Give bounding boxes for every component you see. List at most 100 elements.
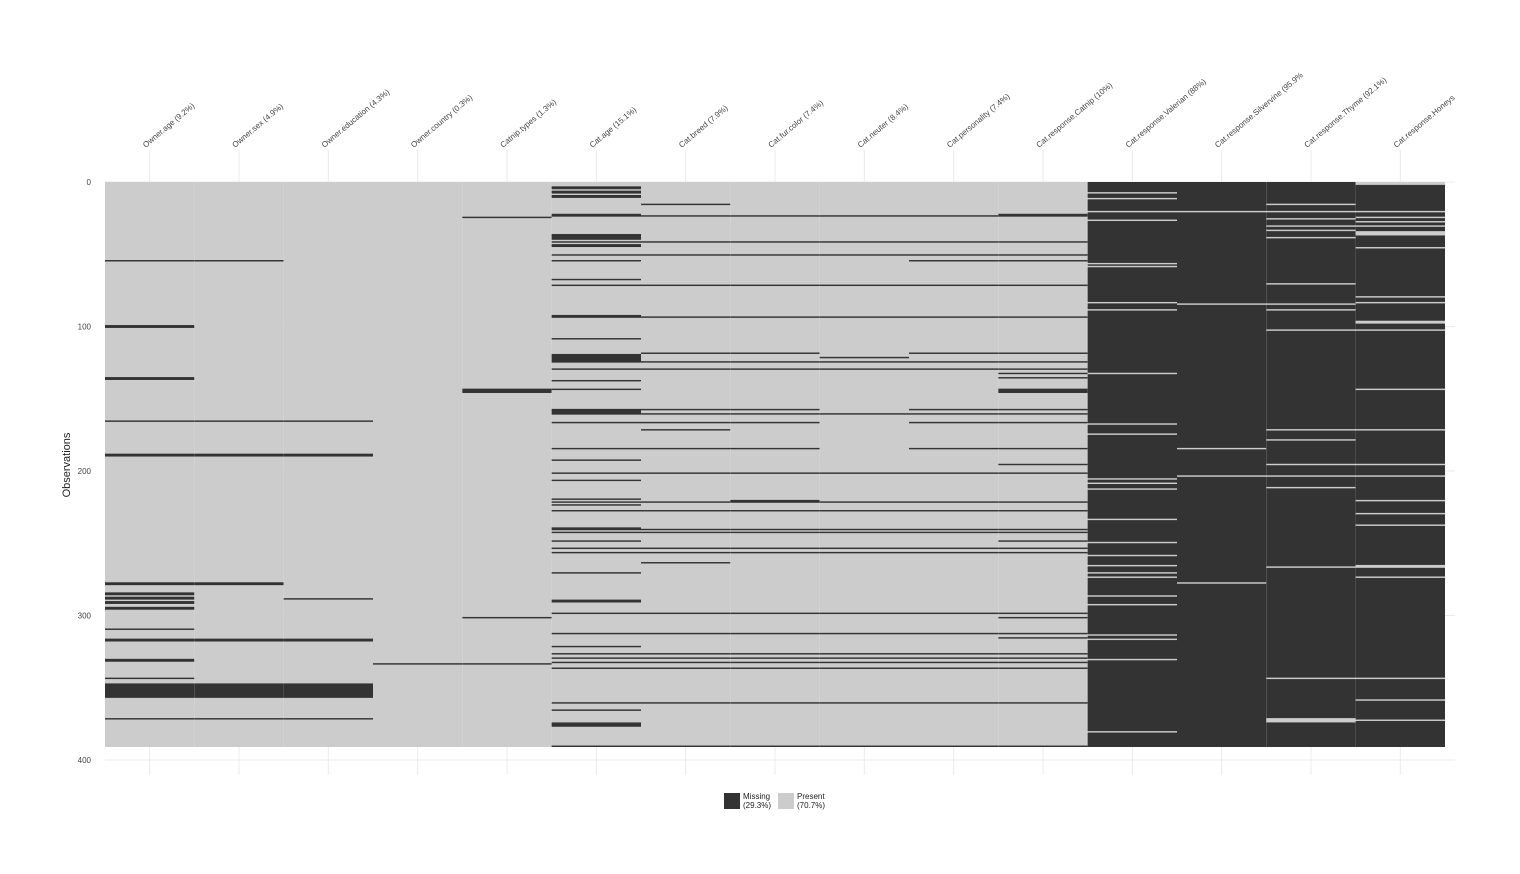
missing-cell — [909, 745, 999, 747]
missing-cell — [909, 316, 999, 318]
legend-swatch — [724, 793, 740, 809]
missing-cell — [998, 632, 1088, 635]
missing-cell — [1266, 226, 1356, 230]
missing-cell — [1355, 390, 1445, 430]
missing-cell — [730, 215, 820, 217]
missing-cell — [998, 254, 1088, 256]
missing-cell — [819, 528, 909, 531]
missing-cell — [909, 421, 999, 424]
missing-cell — [998, 661, 1088, 664]
missing-cell — [462, 388, 552, 393]
column-label: Cat.response.Valerian (88%) — [1124, 77, 1208, 150]
missing-cell — [819, 316, 909, 318]
missing-cell — [551, 421, 641, 424]
missing-cell — [551, 479, 641, 482]
missing-cell — [641, 657, 731, 659]
missing-cell — [551, 667, 641, 669]
missing-cell — [819, 361, 909, 363]
missing-cell — [641, 316, 731, 318]
missing-cell — [909, 661, 999, 664]
missing-cell — [551, 504, 641, 506]
missing-cell — [1087, 303, 1177, 310]
y-tick-label: 200 — [78, 467, 92, 476]
missing-cell — [819, 241, 909, 243]
missing-cell — [819, 661, 909, 664]
missing-cell — [909, 472, 999, 474]
missing-cell — [105, 260, 195, 262]
missing-cell — [998, 551, 1088, 554]
missing-cell — [730, 551, 820, 554]
missing-cell — [1177, 304, 1267, 448]
missing-cell — [551, 645, 641, 648]
missing-cell — [551, 661, 641, 664]
missing-cell — [819, 702, 909, 704]
missing-cell — [551, 702, 641, 704]
missing-cell — [819, 368, 909, 370]
missing-cell — [551, 190, 641, 194]
missing-cell — [1087, 374, 1177, 424]
missing-cell — [730, 413, 820, 415]
missing-cell — [1087, 566, 1177, 573]
missing-cell — [998, 361, 1088, 363]
missing-cell — [1355, 226, 1445, 232]
missing-cell — [641, 361, 731, 363]
missing-cell — [1177, 212, 1267, 304]
missing-cell — [909, 361, 999, 363]
missing-cell — [1177, 476, 1267, 583]
legend-label: Present — [797, 792, 825, 801]
missing-cell — [1355, 330, 1445, 389]
missing-cell — [105, 325, 195, 328]
missing-cell — [1177, 449, 1267, 476]
missing-cell — [1087, 199, 1177, 211]
missing-cell — [194, 260, 284, 262]
missing-cell — [1087, 212, 1177, 220]
missing-cell — [641, 702, 731, 704]
missing-cell — [730, 499, 820, 503]
missing-cell — [641, 501, 731, 503]
column-label: Cat.age (15.1%) — [588, 105, 639, 150]
missing-cell — [551, 195, 641, 198]
missing-cell — [909, 447, 999, 450]
missing-cell — [730, 657, 820, 659]
missing-cell — [641, 528, 731, 531]
missing-cell — [1355, 679, 1445, 700]
missing-cell — [730, 284, 820, 287]
missing-cell — [998, 612, 1088, 615]
missing-cell — [998, 447, 1088, 450]
missing-cell — [551, 498, 641, 500]
missing-cell — [1087, 193, 1177, 198]
missing-cell — [909, 657, 999, 659]
missing-cell — [730, 667, 820, 669]
missing-cell — [730, 510, 820, 512]
margin — [1464, 0, 1520, 170]
present-cells — [909, 182, 999, 747]
column-label: Cat.breed (7.9%) — [677, 103, 730, 149]
missing-cell — [194, 582, 284, 586]
missing-cell — [730, 702, 820, 704]
missing-cell — [105, 683, 195, 698]
missing-cell — [998, 472, 1088, 474]
missing-cell — [551, 213, 641, 217]
missing-cell — [998, 702, 1088, 704]
missing-cell — [1087, 434, 1177, 479]
missing-cell — [1266, 465, 1356, 476]
missing-cell — [551, 472, 641, 474]
missing-cell — [1087, 264, 1177, 266]
column-label: Owner.country (0.3%) — [409, 93, 474, 150]
missing-cell — [1355, 184, 1445, 211]
missing-cell — [730, 352, 820, 354]
missing-cell — [551, 572, 641, 574]
missing-cell — [1355, 248, 1445, 297]
missing-cell — [730, 653, 820, 655]
missing-cell — [1266, 310, 1356, 330]
missing-cell — [998, 213, 1088, 217]
missing-cell — [641, 254, 731, 256]
missing-cell — [909, 528, 999, 531]
missing-cell — [1087, 732, 1177, 747]
missing-cell — [909, 632, 999, 635]
missing-cell — [551, 234, 641, 240]
missing-cell — [909, 215, 999, 217]
missing-cell — [283, 718, 373, 720]
missing-cell — [1087, 605, 1177, 635]
